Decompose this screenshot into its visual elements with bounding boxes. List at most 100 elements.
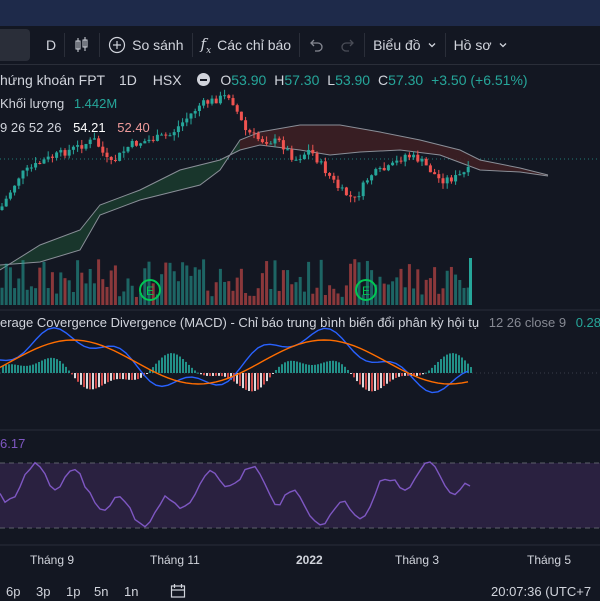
macd-histogram-bar bbox=[38, 361, 40, 373]
volume-bar bbox=[365, 260, 369, 305]
macd-histogram-bar bbox=[50, 357, 52, 373]
macd-histogram-bar bbox=[200, 373, 202, 375]
candle bbox=[265, 142, 269, 144]
macd-histogram-bar bbox=[338, 362, 340, 373]
candlestick-series bbox=[0, 89, 470, 211]
macd-histogram-bar bbox=[449, 353, 451, 373]
candle bbox=[181, 122, 185, 127]
candle bbox=[29, 167, 33, 169]
chart-area[interactable]: E E bbox=[0, 65, 600, 575]
range-button[interactable]: 5n bbox=[94, 584, 109, 599]
time-axis-label: Tháng 5 bbox=[527, 553, 572, 567]
calendar-icon[interactable] bbox=[170, 583, 186, 601]
candle bbox=[0, 206, 4, 210]
candle bbox=[223, 95, 227, 97]
macd-histogram-bar bbox=[263, 373, 265, 385]
volume-bar bbox=[420, 294, 424, 305]
volume-bar bbox=[38, 267, 42, 305]
earnings-marker[interactable]: E bbox=[139, 279, 161, 301]
candles-style-button[interactable] bbox=[65, 26, 99, 64]
candle bbox=[71, 146, 75, 150]
interval-label: D bbox=[46, 37, 57, 53]
volume-bar bbox=[143, 268, 147, 305]
indicators-button[interactable]: fx Các chỉ báo bbox=[193, 26, 300, 64]
macd-histogram-bar bbox=[212, 373, 214, 376]
volume-bar bbox=[424, 279, 428, 305]
macd-histogram-bar bbox=[389, 373, 391, 382]
undo-button[interactable] bbox=[300, 26, 332, 64]
macd-histogram-bar bbox=[395, 373, 397, 378]
candle bbox=[122, 151, 126, 153]
ichimoku-legend: 9 26 52 26 54.21 52.40 bbox=[0, 120, 150, 135]
macd-histogram-bar bbox=[329, 360, 331, 373]
clock-readout[interactable]: 20:07:36 (UTC+7 bbox=[491, 584, 592, 599]
volume-bar bbox=[172, 271, 176, 305]
candle bbox=[202, 100, 206, 106]
range-button[interactable]: 3p bbox=[36, 584, 51, 599]
chart-canvas[interactable]: E E bbox=[0, 65, 600, 575]
macd-histogram-bar bbox=[281, 364, 283, 373]
macd-histogram-bar bbox=[14, 364, 16, 373]
volume-bar bbox=[126, 278, 130, 305]
volume-bar bbox=[260, 273, 264, 305]
toolbar-divider bbox=[191, 33, 193, 57]
candle bbox=[378, 167, 382, 170]
candle bbox=[139, 143, 143, 146]
time-axis-label: Tháng 3 bbox=[395, 553, 440, 567]
symbol-search-button[interactable] bbox=[0, 29, 30, 61]
chart-type-menu[interactable]: Biểu đồ bbox=[365, 26, 444, 64]
volume-bar bbox=[416, 269, 420, 305]
candle bbox=[286, 149, 290, 151]
rsi-band bbox=[0, 463, 600, 528]
macd-histogram-bar bbox=[377, 373, 379, 390]
macd-histogram-bar bbox=[206, 373, 208, 376]
compare-button[interactable]: So sánh bbox=[100, 26, 191, 64]
volume-bar bbox=[34, 288, 38, 305]
candle bbox=[84, 144, 88, 149]
range-button[interactable]: 1n bbox=[124, 584, 139, 599]
redo-button[interactable] bbox=[332, 26, 364, 64]
volume-bar bbox=[235, 277, 239, 305]
range-button[interactable]: 1p bbox=[66, 584, 81, 599]
volume-bar bbox=[67, 280, 71, 305]
symbol-name[interactable]: hứng khoán FPT bbox=[0, 72, 106, 88]
range-button[interactable]: 6p bbox=[6, 584, 21, 599]
candle bbox=[34, 163, 38, 168]
macd-histogram-bar bbox=[386, 373, 388, 384]
toolbar-divider bbox=[444, 33, 446, 57]
volume-value: 1.442M bbox=[73, 96, 118, 111]
macd-histogram-bar bbox=[185, 361, 187, 373]
macd-histogram-bar bbox=[257, 373, 259, 390]
macd-histogram-bar bbox=[170, 353, 172, 373]
ichimoku-value-2: 52.40 bbox=[117, 120, 150, 135]
macd-histogram-bar bbox=[359, 373, 361, 385]
macd-histogram-bar bbox=[125, 373, 127, 380]
candle bbox=[227, 95, 231, 99]
candles-icon bbox=[75, 37, 88, 52]
macd-histogram-bar bbox=[41, 360, 43, 373]
earnings-marker[interactable]: E bbox=[355, 279, 377, 301]
macd-histogram-bar bbox=[356, 373, 358, 382]
candle bbox=[391, 162, 395, 166]
macd-value: 0.28 bbox=[575, 315, 600, 330]
volume-bar bbox=[277, 290, 281, 305]
candle bbox=[193, 111, 197, 114]
profile-menu[interactable]: Hồ sơ bbox=[446, 26, 516, 64]
candle bbox=[370, 175, 374, 181]
candle bbox=[328, 173, 332, 176]
candle bbox=[311, 149, 315, 154]
macd-histogram-bar bbox=[254, 373, 256, 391]
macd-histogram-bar bbox=[167, 353, 169, 373]
macd-histogram-bar bbox=[71, 373, 73, 375]
candle bbox=[353, 196, 357, 198]
candle bbox=[101, 146, 105, 153]
signal-line bbox=[0, 339, 469, 385]
macd-histogram-bar bbox=[146, 373, 148, 374]
volume-bar bbox=[269, 289, 273, 305]
interval-button[interactable]: D bbox=[38, 26, 64, 64]
macd-histogram-bar bbox=[89, 373, 91, 390]
candle bbox=[349, 195, 353, 197]
volume-bar bbox=[151, 283, 155, 305]
macd-histogram-bar bbox=[86, 373, 88, 389]
candle bbox=[168, 135, 172, 137]
